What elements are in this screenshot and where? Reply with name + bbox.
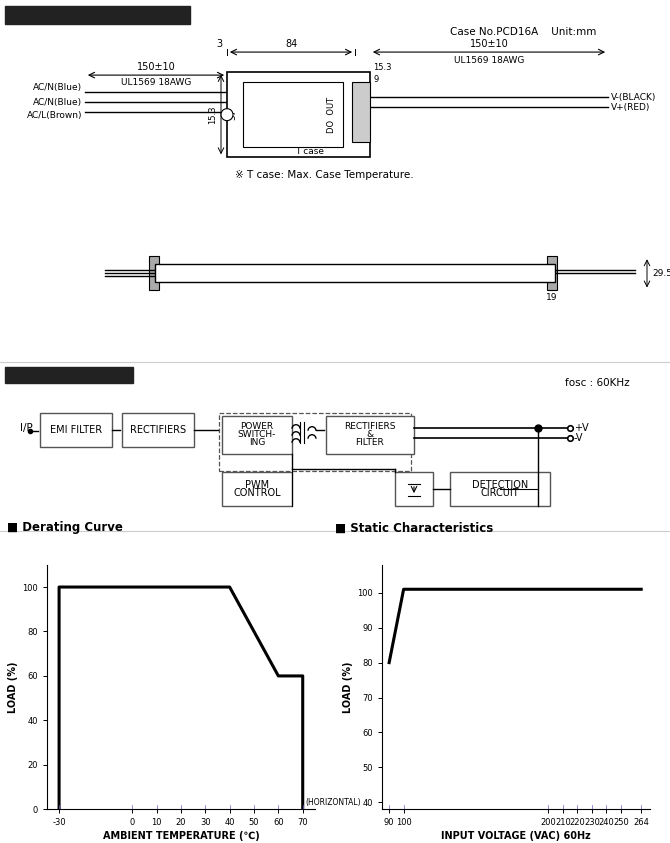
Text: ■ Static Characteristics: ■ Static Characteristics xyxy=(335,522,493,534)
Text: 15.3: 15.3 xyxy=(373,63,391,72)
Bar xyxy=(5,6,190,24)
Text: AC/N(Blue): AC/N(Blue) xyxy=(33,98,82,106)
Text: 3: 3 xyxy=(216,39,222,49)
Bar xyxy=(222,416,292,454)
Text: PWM: PWM xyxy=(245,480,269,490)
Bar xyxy=(547,256,557,290)
Text: Block Diagram: Block Diagram xyxy=(12,368,108,381)
Text: 150±10: 150±10 xyxy=(137,62,176,72)
Bar xyxy=(155,265,555,282)
Text: UL1569 18AWG: UL1569 18AWG xyxy=(454,56,524,65)
Text: EMI FILTER: EMI FILTER xyxy=(50,425,102,435)
Bar xyxy=(243,82,343,148)
Text: 57: 57 xyxy=(228,109,237,121)
Text: CIRCUIT: CIRCUIT xyxy=(480,488,519,498)
Text: V-(BLACK): V-(BLACK) xyxy=(611,93,657,102)
Text: V+(RED): V+(RED) xyxy=(611,103,651,111)
Y-axis label: LOAD (%): LOAD (%) xyxy=(8,661,18,713)
Text: POWER: POWER xyxy=(241,422,273,432)
Bar xyxy=(122,413,194,447)
Text: UL1569 18AWG: UL1569 18AWG xyxy=(121,78,191,87)
Bar xyxy=(40,413,112,447)
Text: AC/N(Blue): AC/N(Blue) xyxy=(33,83,82,92)
Bar xyxy=(5,367,133,383)
X-axis label: INPUT VOLTAGE (VAC) 60Hz: INPUT VOLTAGE (VAC) 60Hz xyxy=(441,831,591,841)
Bar xyxy=(219,413,411,471)
Text: 19: 19 xyxy=(546,293,557,303)
Text: &: & xyxy=(366,430,374,439)
X-axis label: AMBIENT TEMPERATURE (℃): AMBIENT TEMPERATURE (℃) xyxy=(103,831,259,841)
Text: 15.3: 15.3 xyxy=(208,105,218,124)
Bar xyxy=(149,256,159,290)
Text: DO  OUT: DO OUT xyxy=(328,97,336,132)
Bar xyxy=(352,82,370,142)
Text: AC/L(Brown): AC/L(Brown) xyxy=(27,110,82,120)
Text: FILTER: FILTER xyxy=(356,438,385,448)
Bar xyxy=(227,72,370,157)
Text: Case No.PCD16A    Unit:mm: Case No.PCD16A Unit:mm xyxy=(450,27,596,37)
Text: RECTIFIERS: RECTIFIERS xyxy=(130,425,186,435)
Text: RECTIFIERS: RECTIFIERS xyxy=(344,422,396,432)
Text: 29.5: 29.5 xyxy=(652,269,670,278)
Text: 84: 84 xyxy=(285,39,297,49)
Text: (HORIZONTAL): (HORIZONTAL) xyxy=(305,798,360,807)
Text: +V: +V xyxy=(574,422,589,432)
Text: DETECTION: DETECTION xyxy=(472,480,528,490)
Text: T case: T case xyxy=(295,148,324,156)
Text: ING: ING xyxy=(249,438,265,448)
Text: ※ T case: Max. Case Temperature.: ※ T case: Max. Case Temperature. xyxy=(235,170,413,180)
Y-axis label: LOAD (%): LOAD (%) xyxy=(343,661,353,713)
Text: CONTROL: CONTROL xyxy=(233,488,281,498)
Text: SWITCH-: SWITCH- xyxy=(238,430,276,439)
Text: 150±10: 150±10 xyxy=(470,39,509,49)
Circle shape xyxy=(221,109,233,121)
Text: 9: 9 xyxy=(373,75,379,84)
Bar xyxy=(395,472,433,506)
Bar xyxy=(450,472,550,506)
Text: fosc : 60KHz: fosc : 60KHz xyxy=(565,378,630,388)
Text: -V: -V xyxy=(574,432,584,443)
Text: ■ Derating Curve: ■ Derating Curve xyxy=(7,522,123,534)
Text: Mechanical Specification: Mechanical Specification xyxy=(13,8,178,22)
Text: I/P: I/P xyxy=(20,422,33,432)
Bar xyxy=(222,472,292,506)
Bar xyxy=(326,416,414,454)
